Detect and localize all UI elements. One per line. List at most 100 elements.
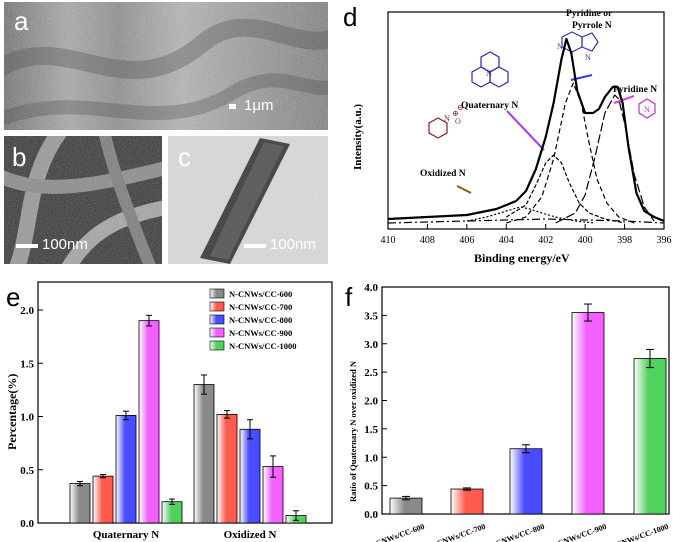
scale-label-a: 1μm — [244, 97, 274, 114]
svg-text:N: N — [444, 114, 450, 123]
chart-e-category-label: Quaternary N — [93, 529, 159, 541]
panel-f-letter: f — [345, 282, 353, 312]
chart-e-legend-swatch — [209, 288, 225, 299]
svg-text:N: N — [644, 105, 650, 114]
quaternary-n-structure-icon: N — [471, 51, 509, 88]
chart-d-xtick-label: 410 — [381, 235, 396, 246]
panel-d-letter: d — [343, 2, 358, 32]
chart-d-xtick-label: 408 — [420, 235, 435, 246]
chart-e-bar — [193, 384, 215, 524]
chart-f-bar — [450, 488, 484, 515]
chart-d-series-3 — [555, 94, 655, 224]
scale-bar-a — [229, 104, 236, 109]
chart-f-ytick-label: 1.5 — [364, 424, 378, 436]
panel-b-letter: b — [12, 142, 27, 172]
chart-e-bar — [239, 428, 261, 524]
svg-text:N: N — [557, 42, 563, 51]
chart-f-category-label: N-CNWs/CC-600 — [367, 522, 426, 542]
annotation-pyridine-or: Pyridine or — [566, 9, 613, 19]
svg-text:N: N — [585, 53, 591, 62]
panel-c-micrograph — [168, 136, 328, 264]
pyridine-n-structure-icon: N — [638, 98, 656, 119]
scale-bar-b — [16, 244, 38, 248]
chart-e-bar — [161, 501, 183, 524]
chart-e-legend-label: N-CNWs/CC-1000 — [229, 341, 297, 351]
chart-e-ytick-label: 1.0 — [20, 412, 34, 424]
chart-e-ytick-label: 0.5 — [20, 465, 34, 477]
panel-b-micrograph — [4, 136, 162, 264]
chart-f-bar — [509, 448, 543, 515]
chart-e-legend-swatch — [209, 301, 225, 312]
panel-e-letter: e — [6, 282, 21, 312]
chart-d-xtick-label: 402 — [538, 235, 553, 246]
chart-e-legend-swatch — [209, 314, 225, 325]
chart-f-bar — [571, 312, 605, 515]
panel-a-micrograph — [4, 2, 328, 130]
scale-label-b: 100nm — [42, 236, 88, 253]
chart-e-legend-label: N-CNWs/CC-800 — [229, 315, 292, 325]
pyrrole-n-structure-icon: N N — [557, 31, 599, 62]
svg-text:O: O — [455, 117, 461, 126]
chart-f-category-label: N-CNWs/CC-700 — [428, 522, 487, 542]
chart-e-legend-label: N-CNWs/CC-600 — [229, 289, 292, 299]
annotation-quaternary-n: Quaternary N — [461, 101, 518, 111]
chart-d-xlabel: Binding energy/eV — [474, 251, 570, 265]
oxidized-arrow — [456, 185, 472, 194]
chart-e-bar — [138, 320, 160, 524]
chart-f-ratio: Ratio of Quaternary N over oxidized N 0.… — [348, 282, 670, 542]
chart-e-legend-swatch — [209, 340, 225, 351]
chart-f-ytick-label: 2.5 — [364, 367, 378, 379]
chart-e-ytick-label: 0.0 — [20, 518, 34, 530]
chart-d-series-0 — [387, 37, 665, 223]
chart-e-ylabel: Percentage(%) — [5, 374, 19, 450]
annotation-pyridine-n: Pyridine N — [613, 85, 657, 95]
panel-c-image: c 100nm — [168, 136, 328, 264]
svg-text:⊖: ⊖ — [457, 103, 464, 112]
chart-e-category-label: Oxidized N — [224, 529, 277, 541]
scale-label-c: 100nm — [270, 236, 316, 253]
chart-f-bar — [389, 497, 423, 515]
svg-text:N: N — [486, 69, 492, 78]
chart-f-ylabel: Ratio of Quaternary N over oxidized N — [348, 360, 358, 502]
chart-d-xtick-label: 404 — [499, 235, 514, 246]
chart-f-category-label: N-CNWs/CC-800 — [487, 522, 546, 542]
panel-b-image: b 100nm — [4, 136, 162, 264]
chart-e-percentage: Percentage(%) 0.0 0.5 1.0 1.5 2.0 Quaternary … — [5, 281, 333, 541]
chart-f-ytick-label: 2.0 — [364, 396, 378, 408]
chart-d-xps: N N N N N ⊕ O ⊖ Intensity(a.u.) Binding … — [352, 9, 672, 265]
pyridine-arrow — [613, 95, 635, 104]
annotation-pyrrole-n: Pyrrole N — [572, 21, 612, 31]
panel-a-image: a 1μm — [4, 2, 328, 130]
chart-f-ytick-label: 0.0 — [364, 509, 378, 521]
chart-e-ytick-label: 1.5 — [20, 358, 34, 370]
chart-e-frame — [37, 281, 333, 524]
panel-a-letter: a — [14, 6, 29, 36]
chart-e-bar — [115, 415, 137, 524]
chart-f-bar — [633, 358, 667, 515]
quaternary-arrow — [506, 110, 545, 151]
chart-e-bar — [69, 483, 91, 524]
chart-e-bar — [92, 475, 114, 524]
chart-e-ytick-label: 2.0 — [20, 305, 34, 317]
chart-f-ytick-label: 4.0 — [364, 282, 378, 294]
chart-e-legend-swatch — [209, 327, 225, 338]
chart-d-series-1 — [505, 154, 625, 224]
chart-e-legend-label: N-CNWs/CC-700 — [229, 302, 292, 312]
chart-f-ytick-label: 3.0 — [364, 339, 378, 351]
chart-e-legend-label: N-CNWs/CC-900 — [229, 328, 292, 338]
chart-f-ytick-label: 3.5 — [364, 310, 378, 322]
oxidized-n-structure-icon: N ⊕ O ⊖ — [428, 103, 464, 139]
chart-e-bar — [216, 413, 238, 524]
chart-d-xtick-label: 396 — [657, 235, 672, 246]
chart-f-category-label: N-CNWs/CC-1000 — [607, 522, 670, 542]
scale-bar-c — [244, 244, 266, 248]
annotation-oxidized-n: Oxidized N — [420, 169, 466, 179]
chart-f-ytick-label: 1.0 — [364, 452, 378, 464]
chart-d-series-5 — [387, 218, 665, 224]
chart-d-xtick-label: 398 — [617, 235, 632, 246]
chart-f-category-label: N-CNWs/CC-900 — [549, 522, 608, 542]
chart-d-xtick-label: 400 — [578, 235, 593, 246]
chart-d-ylabel: Intensity(a.u.) — [352, 104, 364, 170]
svg-text:⊕: ⊕ — [452, 109, 459, 118]
chart-d-series-2 — [506, 82, 635, 224]
